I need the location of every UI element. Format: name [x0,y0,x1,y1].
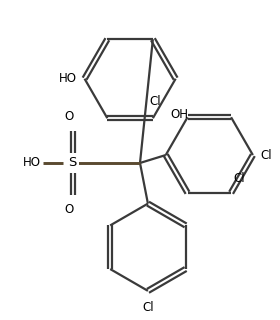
Text: O: O [64,203,73,216]
Text: O: O [64,110,73,123]
Text: Cl: Cl [142,301,154,314]
Text: Cl: Cl [261,148,272,162]
Text: S: S [69,156,77,170]
Text: Cl: Cl [233,172,245,185]
Text: OH: OH [171,108,189,121]
Text: HO: HO [23,156,41,170]
Text: HO: HO [59,72,77,85]
Text: Cl: Cl [149,95,161,108]
